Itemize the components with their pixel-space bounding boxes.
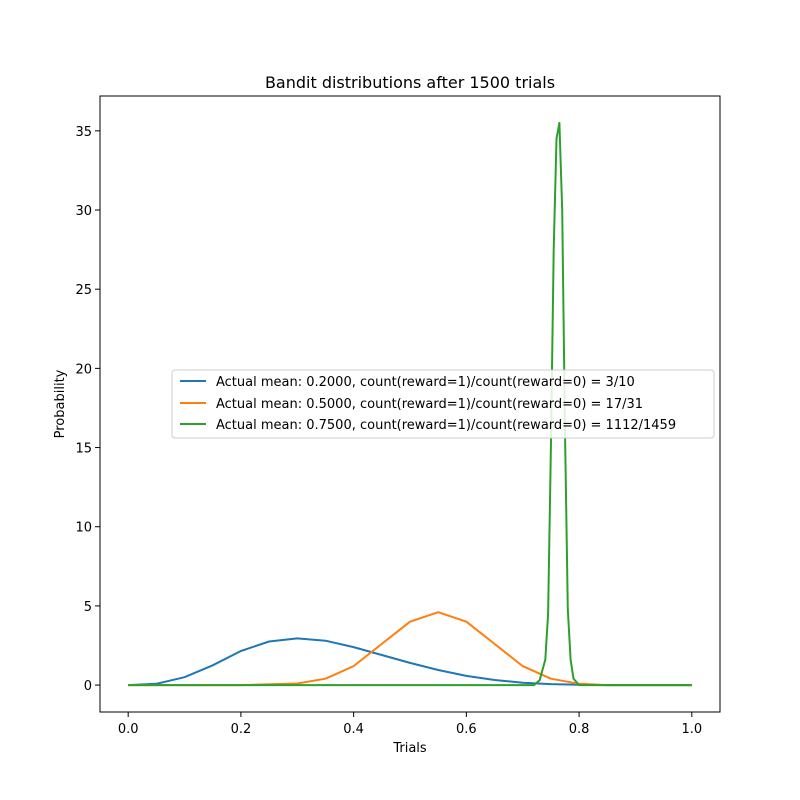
x-axis: 0.0 0.2 0.4 0.6 0.8 1.0 xyxy=(118,712,702,737)
y-tick-label-3: 15 xyxy=(75,442,92,457)
x-tick-label-2: 0.4 xyxy=(343,722,364,737)
legend-label-mean-0.5: Actual mean: 0.5000, count(reward=1)/cou… xyxy=(216,397,643,412)
x-tick-label-0: 0.0 xyxy=(118,722,139,737)
x-axis-label: Trials xyxy=(392,741,427,756)
series-line-0 xyxy=(128,637,692,687)
chart-title: Bandit distributions after 1500 trials xyxy=(265,73,555,92)
legend: Actual mean: 0.2000, count(reward=1)/cou… xyxy=(171,369,715,439)
y-tick-label-5: 25 xyxy=(75,283,92,298)
x-tick-label-5: 1.0 xyxy=(681,722,702,737)
plot-area xyxy=(128,121,692,687)
y-tick-label-1: 5 xyxy=(84,600,92,615)
x-tick-label-1: 0.2 xyxy=(231,722,252,737)
y-axis-label: Probability xyxy=(53,369,68,438)
legend-label-mean-0.75: Actual mean: 0.7500, count(reward=1)/cou… xyxy=(216,418,676,433)
y-tick-label-2: 10 xyxy=(75,521,92,536)
legend-box xyxy=(171,369,715,439)
y-tick-label-4: 20 xyxy=(75,362,92,377)
series-line-1 xyxy=(128,611,692,687)
y-tick-label-6: 30 xyxy=(75,204,92,219)
series-line-2 xyxy=(128,121,692,687)
y-tick-label-7: 35 xyxy=(75,125,92,140)
plot-frame xyxy=(99,95,721,713)
x-tick-label-3: 0.6 xyxy=(456,722,477,737)
y-axis: 0 5 10 15 20 25 30 35 xyxy=(75,125,100,694)
legend-label-mean-0.2: Actual mean: 0.2000, count(reward=1)/cou… xyxy=(216,375,635,390)
y-tick-label-0: 0 xyxy=(84,679,92,694)
x-tick-label-4: 0.8 xyxy=(569,722,590,737)
